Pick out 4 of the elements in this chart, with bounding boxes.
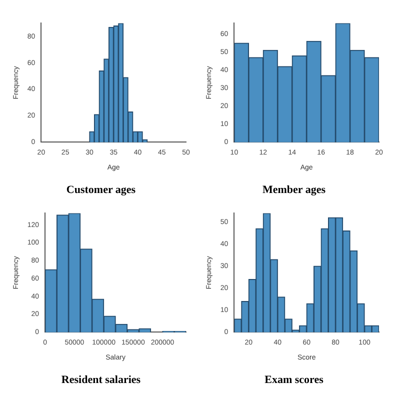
- text: Member ages: [262, 184, 326, 196]
- text: Customer ages: [66, 184, 136, 196]
- text: Resident salaries: [61, 374, 141, 386]
- text: Exam scores: [264, 374, 324, 386]
